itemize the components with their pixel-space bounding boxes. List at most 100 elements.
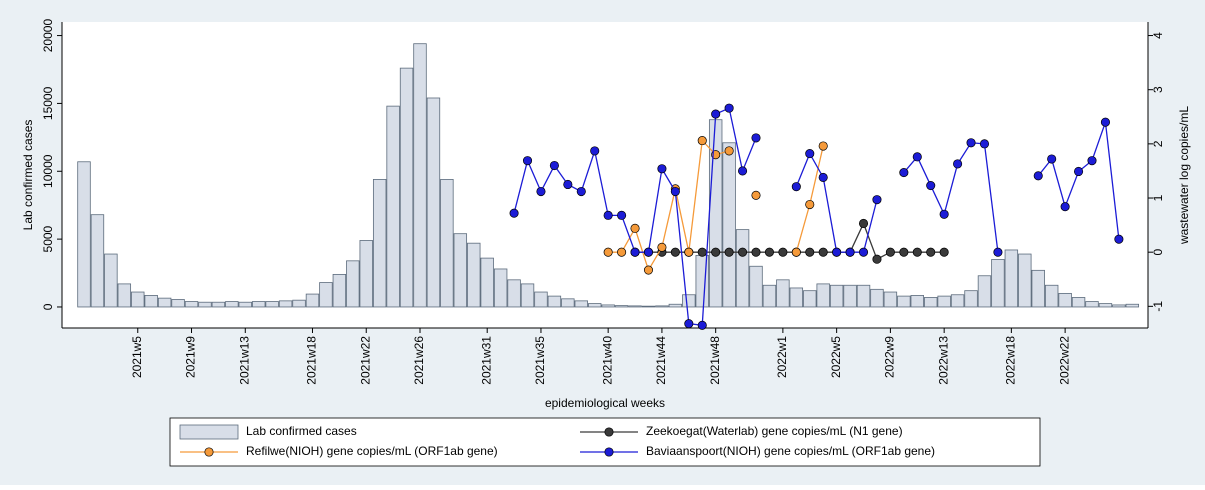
legend-label: Baviaanspoort(NIOH) gene copies/mL (ORF1… [646, 444, 935, 458]
bar [211, 301, 226, 308]
bar [1031, 269, 1045, 308]
bar [722, 142, 736, 308]
series-marker [1047, 154, 1057, 164]
legend-marker [604, 447, 614, 457]
series-marker [590, 146, 600, 156]
y2-axis-title: wastewater log copies/mL [1177, 106, 1191, 245]
bar [950, 294, 965, 308]
series-marker [603, 247, 613, 257]
bar [561, 298, 575, 308]
series-marker [657, 242, 667, 252]
bar [937, 295, 951, 308]
bar [1004, 249, 1019, 308]
bar [910, 295, 924, 308]
series-marker [522, 156, 533, 166]
bar [144, 295, 158, 308]
bar [480, 257, 494, 308]
bar [238, 301, 252, 308]
series-marker [1100, 117, 1110, 127]
x-tick-label: 2021w18 [305, 336, 319, 385]
bar [641, 305, 656, 308]
bar [198, 301, 212, 308]
bar [386, 105, 400, 308]
series-marker [912, 247, 922, 257]
bar [507, 279, 521, 308]
series-marker [697, 136, 707, 146]
y-tick-label: 20000 [41, 19, 55, 53]
series-marker [939, 247, 949, 257]
x-tick-label: 2022w5 [829, 336, 843, 378]
bar [453, 233, 468, 308]
series-marker [818, 172, 828, 182]
series-marker [885, 247, 895, 257]
bar [588, 303, 602, 308]
series-marker [670, 186, 680, 197]
bar [184, 301, 199, 308]
bar [883, 291, 898, 308]
bar [682, 294, 696, 308]
x-tick-label: 2021w22 [358, 336, 372, 385]
bar [870, 288, 884, 308]
series-marker [993, 247, 1003, 257]
y2-tick-label: -1 [1151, 301, 1165, 312]
bar [359, 240, 373, 308]
x-tick-label: 2021w40 [600, 336, 614, 385]
series-marker [724, 146, 734, 156]
series-marker [953, 159, 963, 169]
legend-marker [204, 447, 214, 457]
series-marker [805, 199, 815, 210]
series-marker [751, 133, 761, 143]
series-marker [563, 179, 573, 190]
series-marker [738, 247, 748, 257]
series-marker [764, 247, 774, 257]
series-marker [617, 210, 627, 220]
y2-tick-label: 1 [1151, 194, 1165, 201]
series-marker [872, 195, 882, 205]
series-marker [697, 247, 707, 257]
y-tick-label: 5000 [41, 225, 55, 252]
legend-marker [604, 427, 614, 437]
series-marker [711, 247, 721, 257]
bar [157, 297, 172, 308]
series-marker [858, 247, 869, 257]
y2-tick-label: 4 [1151, 32, 1165, 39]
x-axis-title: epidemiological weeks [545, 396, 665, 410]
series-marker [832, 247, 842, 257]
bar [655, 305, 669, 308]
bar [547, 295, 562, 308]
bar [601, 304, 615, 308]
series-marker [899, 168, 909, 178]
bar [1044, 284, 1059, 308]
bar [278, 300, 293, 308]
bar [1071, 297, 1086, 308]
bar [628, 305, 642, 308]
series-marker [684, 247, 694, 257]
bar [171, 299, 185, 308]
series-marker [630, 223, 640, 233]
legend [169, 417, 1041, 467]
bar [897, 295, 911, 308]
series-marker [818, 247, 828, 257]
bar [574, 300, 588, 308]
bar [413, 43, 427, 308]
series-line [608, 139, 730, 272]
legend-label: Zeekoegat(Waterlab) gene copies/mL (N1 g… [646, 424, 903, 438]
bar [467, 242, 481, 308]
y2-tick-label: 2 [1151, 140, 1165, 147]
bar [104, 253, 118, 308]
bar [534, 291, 548, 308]
legend-label: Lab confirmed cases [246, 424, 357, 438]
bar [292, 299, 306, 308]
bar [440, 179, 454, 308]
series-marker [576, 186, 586, 197]
series-marker [791, 182, 801, 192]
series-marker [778, 247, 788, 257]
series-marker [1074, 166, 1084, 177]
y2-tick-label: 0 [1151, 249, 1165, 256]
bar [829, 284, 844, 308]
bar [964, 290, 978, 308]
bar [762, 284, 777, 308]
series-marker [738, 166, 748, 176]
bar [977, 275, 992, 308]
series-marker [966, 138, 976, 148]
